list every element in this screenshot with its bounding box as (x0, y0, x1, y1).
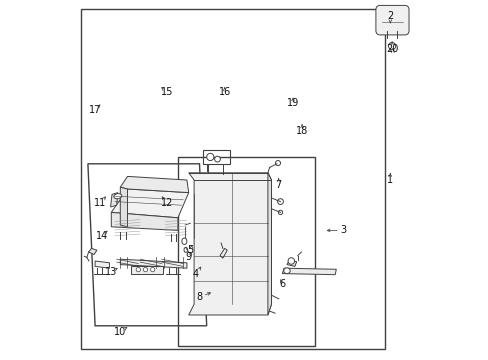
Circle shape (387, 42, 395, 50)
Text: 10: 10 (114, 327, 126, 337)
Text: 8: 8 (196, 292, 202, 302)
Text: 18: 18 (295, 126, 307, 136)
Text: 20: 20 (385, 44, 397, 54)
Polygon shape (120, 259, 186, 268)
Bar (203, 150, 230, 164)
Text: 15: 15 (161, 87, 173, 97)
Circle shape (206, 153, 213, 161)
Ellipse shape (283, 268, 289, 274)
Circle shape (278, 210, 282, 215)
Text: 11: 11 (94, 198, 106, 208)
Polygon shape (282, 268, 336, 275)
Text: 2: 2 (386, 11, 393, 21)
Polygon shape (120, 187, 127, 227)
Text: 5: 5 (187, 245, 193, 255)
Text: 14: 14 (96, 231, 108, 241)
Bar (178, 157, 314, 346)
Text: 4: 4 (192, 269, 199, 279)
Polygon shape (120, 176, 188, 193)
Circle shape (143, 267, 147, 272)
Polygon shape (110, 193, 118, 207)
Text: 19: 19 (286, 98, 299, 108)
Polygon shape (188, 173, 271, 315)
Circle shape (275, 161, 280, 166)
Polygon shape (267, 173, 271, 315)
Ellipse shape (114, 194, 122, 199)
Circle shape (277, 199, 283, 204)
Ellipse shape (183, 247, 187, 252)
Text: 13: 13 (105, 267, 117, 277)
Text: 6: 6 (279, 279, 285, 289)
Polygon shape (111, 189, 188, 218)
Ellipse shape (182, 238, 186, 244)
Polygon shape (111, 212, 178, 230)
Text: 1: 1 (386, 175, 392, 185)
Bar (131, 266, 163, 274)
Polygon shape (286, 260, 296, 266)
Text: 3: 3 (340, 225, 346, 235)
Text: 17: 17 (89, 105, 101, 115)
Text: 9: 9 (185, 252, 191, 262)
Text: 7: 7 (275, 180, 281, 190)
Polygon shape (95, 261, 109, 268)
Circle shape (287, 258, 294, 264)
Circle shape (136, 267, 140, 272)
Circle shape (214, 156, 220, 162)
Bar (81, 9, 384, 349)
Text: 16: 16 (218, 87, 230, 97)
Polygon shape (220, 248, 227, 258)
Circle shape (150, 267, 155, 272)
Polygon shape (88, 248, 97, 255)
Text: 12: 12 (161, 198, 173, 208)
FancyBboxPatch shape (375, 5, 408, 35)
